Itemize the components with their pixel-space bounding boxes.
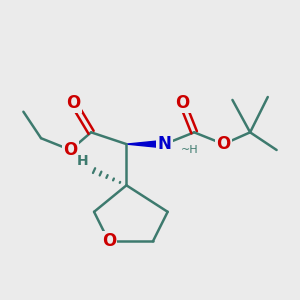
Text: O: O	[102, 232, 116, 250]
Polygon shape	[126, 140, 165, 148]
Text: N: N	[158, 135, 172, 153]
Text: O: O	[63, 141, 78, 159]
Text: ~H: ~H	[181, 145, 199, 155]
Text: O: O	[175, 94, 190, 112]
Text: O: O	[217, 135, 231, 153]
Text: O: O	[66, 94, 81, 112]
Text: H: H	[77, 154, 89, 168]
